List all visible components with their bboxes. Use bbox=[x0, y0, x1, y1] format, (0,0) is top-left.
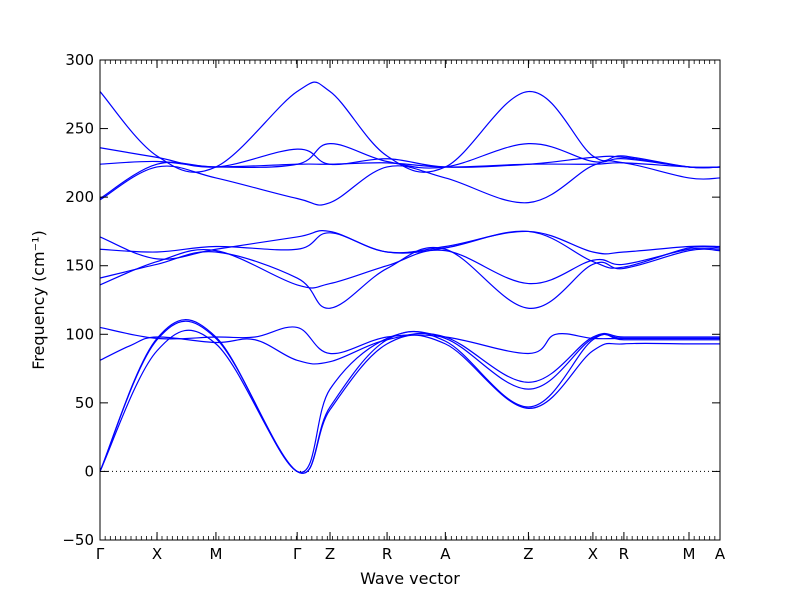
y-tick-label: 50 bbox=[75, 394, 94, 412]
x-tick-label: R bbox=[619, 545, 629, 563]
x-tick-label: Γ bbox=[293, 545, 302, 563]
x-tick-label: R bbox=[382, 545, 392, 563]
x-tick-label: M bbox=[683, 545, 696, 563]
x-tick-label: Z bbox=[325, 545, 335, 563]
band-line-9 bbox=[99, 230, 721, 269]
y-tick-label: 300 bbox=[65, 51, 94, 69]
x-tick-label: X bbox=[152, 545, 162, 563]
x-tick-label: Γ bbox=[96, 545, 105, 563]
y-tick-label: 250 bbox=[65, 120, 94, 138]
y-tick-label: 150 bbox=[65, 257, 94, 275]
series-layer bbox=[99, 81, 721, 474]
band-line-5 bbox=[99, 326, 720, 355]
x-tick-label: X bbox=[588, 545, 598, 563]
x-tick-label: M bbox=[209, 545, 222, 563]
y-tick-label: −50 bbox=[62, 531, 94, 549]
y-tick-label: 100 bbox=[65, 325, 94, 343]
x-tick-label: Z bbox=[523, 545, 533, 563]
y-ticks-layer: −50 0 50 100 150 200 250 300 bbox=[62, 51, 720, 549]
band-line-8 bbox=[99, 230, 721, 255]
y-tick-label: 0 bbox=[84, 462, 94, 480]
band-line-7 bbox=[99, 246, 721, 309]
y-axis-label: Frequency (cm⁻¹) bbox=[29, 230, 48, 369]
band-line-1 bbox=[99, 329, 720, 474]
plot-frame bbox=[99, 59, 721, 541]
band-line-14 bbox=[99, 81, 721, 173]
x-tick-label: A bbox=[715, 545, 726, 563]
x-axis-label: Wave vector bbox=[360, 569, 460, 588]
y-tick-label: 200 bbox=[65, 188, 94, 206]
x-tick-label: A bbox=[440, 545, 451, 563]
minor-ticks-layer bbox=[99, 60, 721, 540]
band-line-6 bbox=[99, 247, 721, 289]
band-line-4 bbox=[99, 332, 720, 383]
